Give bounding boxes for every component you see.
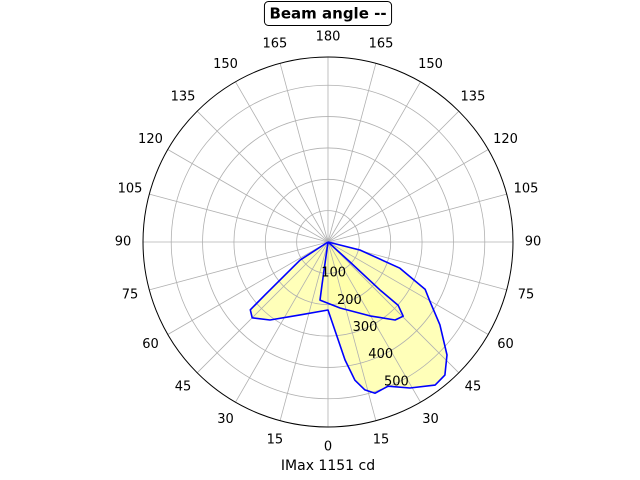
polar-frame <box>142 56 514 428</box>
radial-tick-label: 500 <box>384 374 409 389</box>
grid-spoke <box>327 241 489 335</box>
angle-tick-label: 30 <box>217 412 234 427</box>
angle-tick-label: 135 <box>171 90 196 105</box>
angle-tick-label: 0 <box>324 440 332 455</box>
angle-tick-label: 180 <box>316 30 341 45</box>
grid-spoke <box>149 193 329 243</box>
grid-spoke <box>327 241 421 403</box>
grid-spoke <box>196 110 329 243</box>
angle-tick-label: 135 <box>461 90 486 105</box>
grid-spoke <box>327 81 421 243</box>
radial-tick-label: 200 <box>337 293 362 308</box>
series-line <box>319 241 404 321</box>
radial-tick-label: 100 <box>321 266 346 281</box>
grid-spoke <box>279 241 329 421</box>
chart-title: Beam angle -- <box>269 5 386 23</box>
series-line <box>249 241 448 394</box>
grid-spoke <box>167 241 329 335</box>
title-box <box>263 1 393 26</box>
grid-spoke <box>196 241 329 374</box>
angle-tick-label: 150 <box>213 57 238 72</box>
radial-tick-label: 400 <box>368 347 393 362</box>
grid-spoke <box>167 149 329 243</box>
radial-tick-label: 300 <box>353 320 378 335</box>
series-fill <box>320 242 404 320</box>
angle-tick-label: 45 <box>465 379 482 394</box>
angle-tick-label: 105 <box>514 181 539 196</box>
grid-spoke <box>235 241 329 403</box>
angle-tick-label: 165 <box>369 36 394 51</box>
angle-tick-label: 120 <box>138 132 163 147</box>
angle-tick-label: 75 <box>122 288 139 303</box>
angle-tick-label: 90 <box>525 235 542 250</box>
angle-tick-label: 60 <box>142 337 159 352</box>
angle-tick-label: 90 <box>115 235 132 250</box>
grid-spoke <box>279 63 329 243</box>
grid-spoke <box>327 110 460 243</box>
angle-tick-label: 45 <box>175 379 192 394</box>
grid-spoke <box>149 241 329 291</box>
angle-tick-label: 165 <box>263 36 288 51</box>
grid-spoke <box>327 241 460 374</box>
x-axis-label: IMax 1151 cd <box>281 458 375 474</box>
angle-tick-label: 15 <box>267 433 284 448</box>
angle-tick-label: 120 <box>493 132 518 147</box>
angle-tick-label: 150 <box>418 57 443 72</box>
grid-spoke <box>327 63 377 243</box>
angle-tick-label: 60 <box>497 337 514 352</box>
grid-spoke <box>235 81 329 243</box>
angle-tick-label: 15 <box>373 433 390 448</box>
angle-tick-label: 30 <box>422 412 439 427</box>
angle-tick-label: 105 <box>118 181 143 196</box>
grid-spoke <box>327 149 489 243</box>
angle-tick-label: 75 <box>518 288 535 303</box>
grid-spoke <box>327 193 507 243</box>
